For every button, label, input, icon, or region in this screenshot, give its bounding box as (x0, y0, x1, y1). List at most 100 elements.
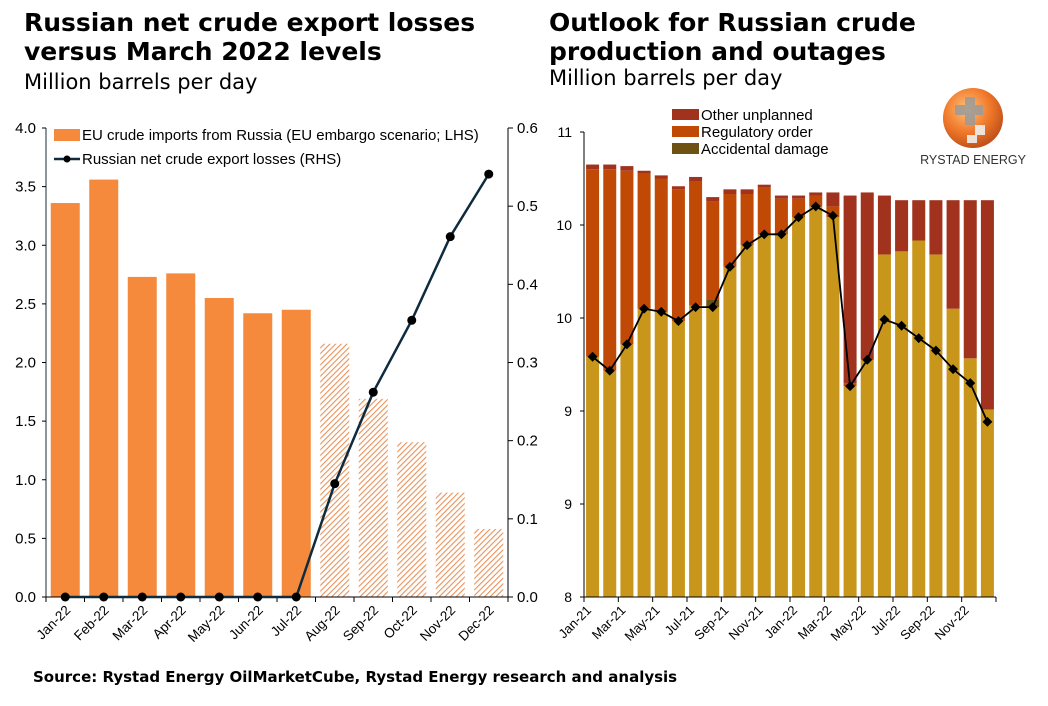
production-point-Jan-22 (793, 212, 804, 223)
production-point-Apr-22 (845, 381, 856, 392)
production-point-Mar-21 (621, 339, 632, 350)
production-point-Jun-21 (673, 316, 684, 327)
x-tick-label: Apr-22 (150, 603, 189, 642)
right-y-tick-label: 0.0 (517, 589, 538, 606)
export-losses-point-Oct-22 (407, 315, 417, 325)
regulatory-order-segment-Jul-21 (689, 181, 703, 306)
production-bar-Sep-22 (929, 254, 943, 597)
bar-Apr-22 (166, 273, 196, 597)
production-bar-Jan-21 (586, 356, 600, 597)
production-point-Jul-22 (896, 320, 907, 331)
production-bar-Apr-22 (843, 386, 857, 597)
regulatory-order-segment-Feb-21 (603, 169, 617, 371)
legend-swatch-accidental-damage (672, 143, 699, 154)
bar-Dec-22 (474, 528, 504, 597)
export-losses-point-Aug-22 (330, 479, 340, 489)
production-bar-May-22 (860, 359, 874, 597)
production-point-Jul-21 (690, 302, 701, 313)
x-tick-label: May-22 (828, 603, 869, 644)
production-line (592, 205, 989, 423)
regulatory-order-segment-Dec-21 (774, 198, 788, 235)
export-losses-point-Jul-22 (291, 592, 301, 602)
production-point-Mar-22 (827, 210, 838, 221)
x-tick-label: Oct-22 (381, 603, 420, 642)
other-unplanned-segment-Jul-22 (895, 200, 909, 252)
export-losses-point-Jun-22 (253, 592, 263, 602)
left-chart-subtitle: Million barrels per day (24, 70, 258, 94)
x-tick-label: Jan-21 (555, 603, 594, 642)
right-y-tick-label: 0.5 (517, 198, 538, 215)
production-bar-Dec-21 (774, 234, 788, 598)
x-tick-label: Jan-22 (34, 603, 74, 643)
production-point-Nov-21 (759, 229, 770, 240)
bar-Mar-22 (127, 276, 157, 597)
regulatory-order-segment-Mar-21 (620, 170, 634, 345)
x-tick-label: Sep-22 (340, 603, 381, 644)
right-y-tick-label: 0.3 (517, 355, 538, 372)
production-bar-Jan-22 (792, 217, 806, 597)
x-tick-label: May-22 (185, 603, 227, 645)
y-tick-label: 8 (564, 589, 572, 605)
production-point-May-21 (656, 306, 667, 317)
legend-label-export-losses: Russian net crude export losses (RHS) (82, 151, 341, 168)
regulatory-order-segment-Jun-21 (671, 189, 685, 322)
x-tick-label: Dec-22 (455, 603, 496, 644)
production-point-Feb-22 (810, 201, 821, 212)
legend-label-accidental-damage: Accidental damage (701, 141, 829, 158)
export-losses-point-Jan-22 (60, 592, 70, 602)
other-unplanned-segment-Jun-22 (877, 195, 891, 255)
x-tick-label: Nov-22 (417, 603, 458, 644)
export-losses-point-Nov-22 (445, 232, 455, 242)
production-bar-Jun-21 (671, 321, 685, 597)
left-y-tick-label: 1.0 (15, 472, 36, 489)
y-tick-label: 9 (564, 403, 572, 419)
production-bar-Jul-21 (689, 305, 703, 597)
other-unplanned-segment-Aug-21 (706, 197, 720, 202)
y-tick-label: 10 (556, 310, 572, 326)
right-y-tick-label: 0.2 (517, 433, 538, 450)
production-bar-Sep-21 (723, 266, 737, 597)
bar-Jun-22 (243, 313, 273, 597)
other-unplanned-segment-Jul-21 (689, 176, 703, 182)
source-note: Source: Rystad Energy OilMarketCube, Rys… (33, 668, 678, 686)
regulatory-order-segment-Apr-21 (637, 173, 651, 309)
production-point-Jun-22 (879, 314, 890, 325)
export-losses-point-Dec-22 (484, 169, 494, 179)
bar-Sep-22 (358, 398, 388, 597)
regulatory-order-segment-Nov-21 (757, 187, 771, 235)
production-bar-Apr-21 (637, 308, 651, 597)
x-tick-label: May-21 (622, 603, 663, 644)
regulatory-order-segment-Jan-21 (586, 169, 600, 357)
other-unplanned-segment-Mar-21 (620, 166, 634, 171)
export-losses-point-Mar-22 (137, 592, 147, 602)
other-unplanned-segment-Sep-22 (929, 200, 943, 255)
bar-Nov-22 (435, 492, 465, 597)
production-point-Dec-21 (776, 229, 787, 240)
legend-swatch-other-unplanned (672, 109, 699, 120)
other-unplanned-segment-Nov-22 (963, 200, 977, 359)
left-y-tick-label: 2.5 (15, 296, 36, 313)
x-tick-label: Mar-22 (795, 603, 835, 643)
other-unplanned-segment-Feb-21 (603, 164, 617, 170)
legend-label-eu-imports: EU crude imports from Russia (EU embargo… (82, 127, 479, 144)
production-point-May-22 (862, 354, 873, 365)
left-y-tick-label: 0.5 (15, 530, 36, 547)
production-point-Sep-21 (724, 261, 735, 272)
left-y-tick-label: 4.0 (15, 120, 36, 137)
bar-Feb-22 (89, 179, 119, 597)
left-y-tick-label: 3.0 (15, 237, 36, 254)
right-y-tick-label: 0.4 (517, 276, 538, 293)
logo-text: RYSTAD ENERGY (920, 153, 1026, 167)
production-bar-Dec-22 (980, 409, 994, 597)
other-unplanned-segment-May-21 (654, 175, 668, 179)
other-unplanned-segment-Sep-21 (723, 189, 737, 194)
production-bar-Nov-22 (963, 358, 977, 597)
left-y-tick-label: 0.0 (15, 589, 36, 606)
regulatory-order-segment-Jan-22 (792, 198, 806, 218)
production-point-Oct-22 (948, 364, 959, 375)
production-bar-Jul-22 (895, 251, 909, 597)
production-point-Aug-21 (707, 302, 718, 313)
production-bar-Feb-21 (603, 370, 617, 597)
bar-Jul-22 (281, 309, 311, 597)
export-losses-point-Feb-22 (99, 592, 109, 602)
